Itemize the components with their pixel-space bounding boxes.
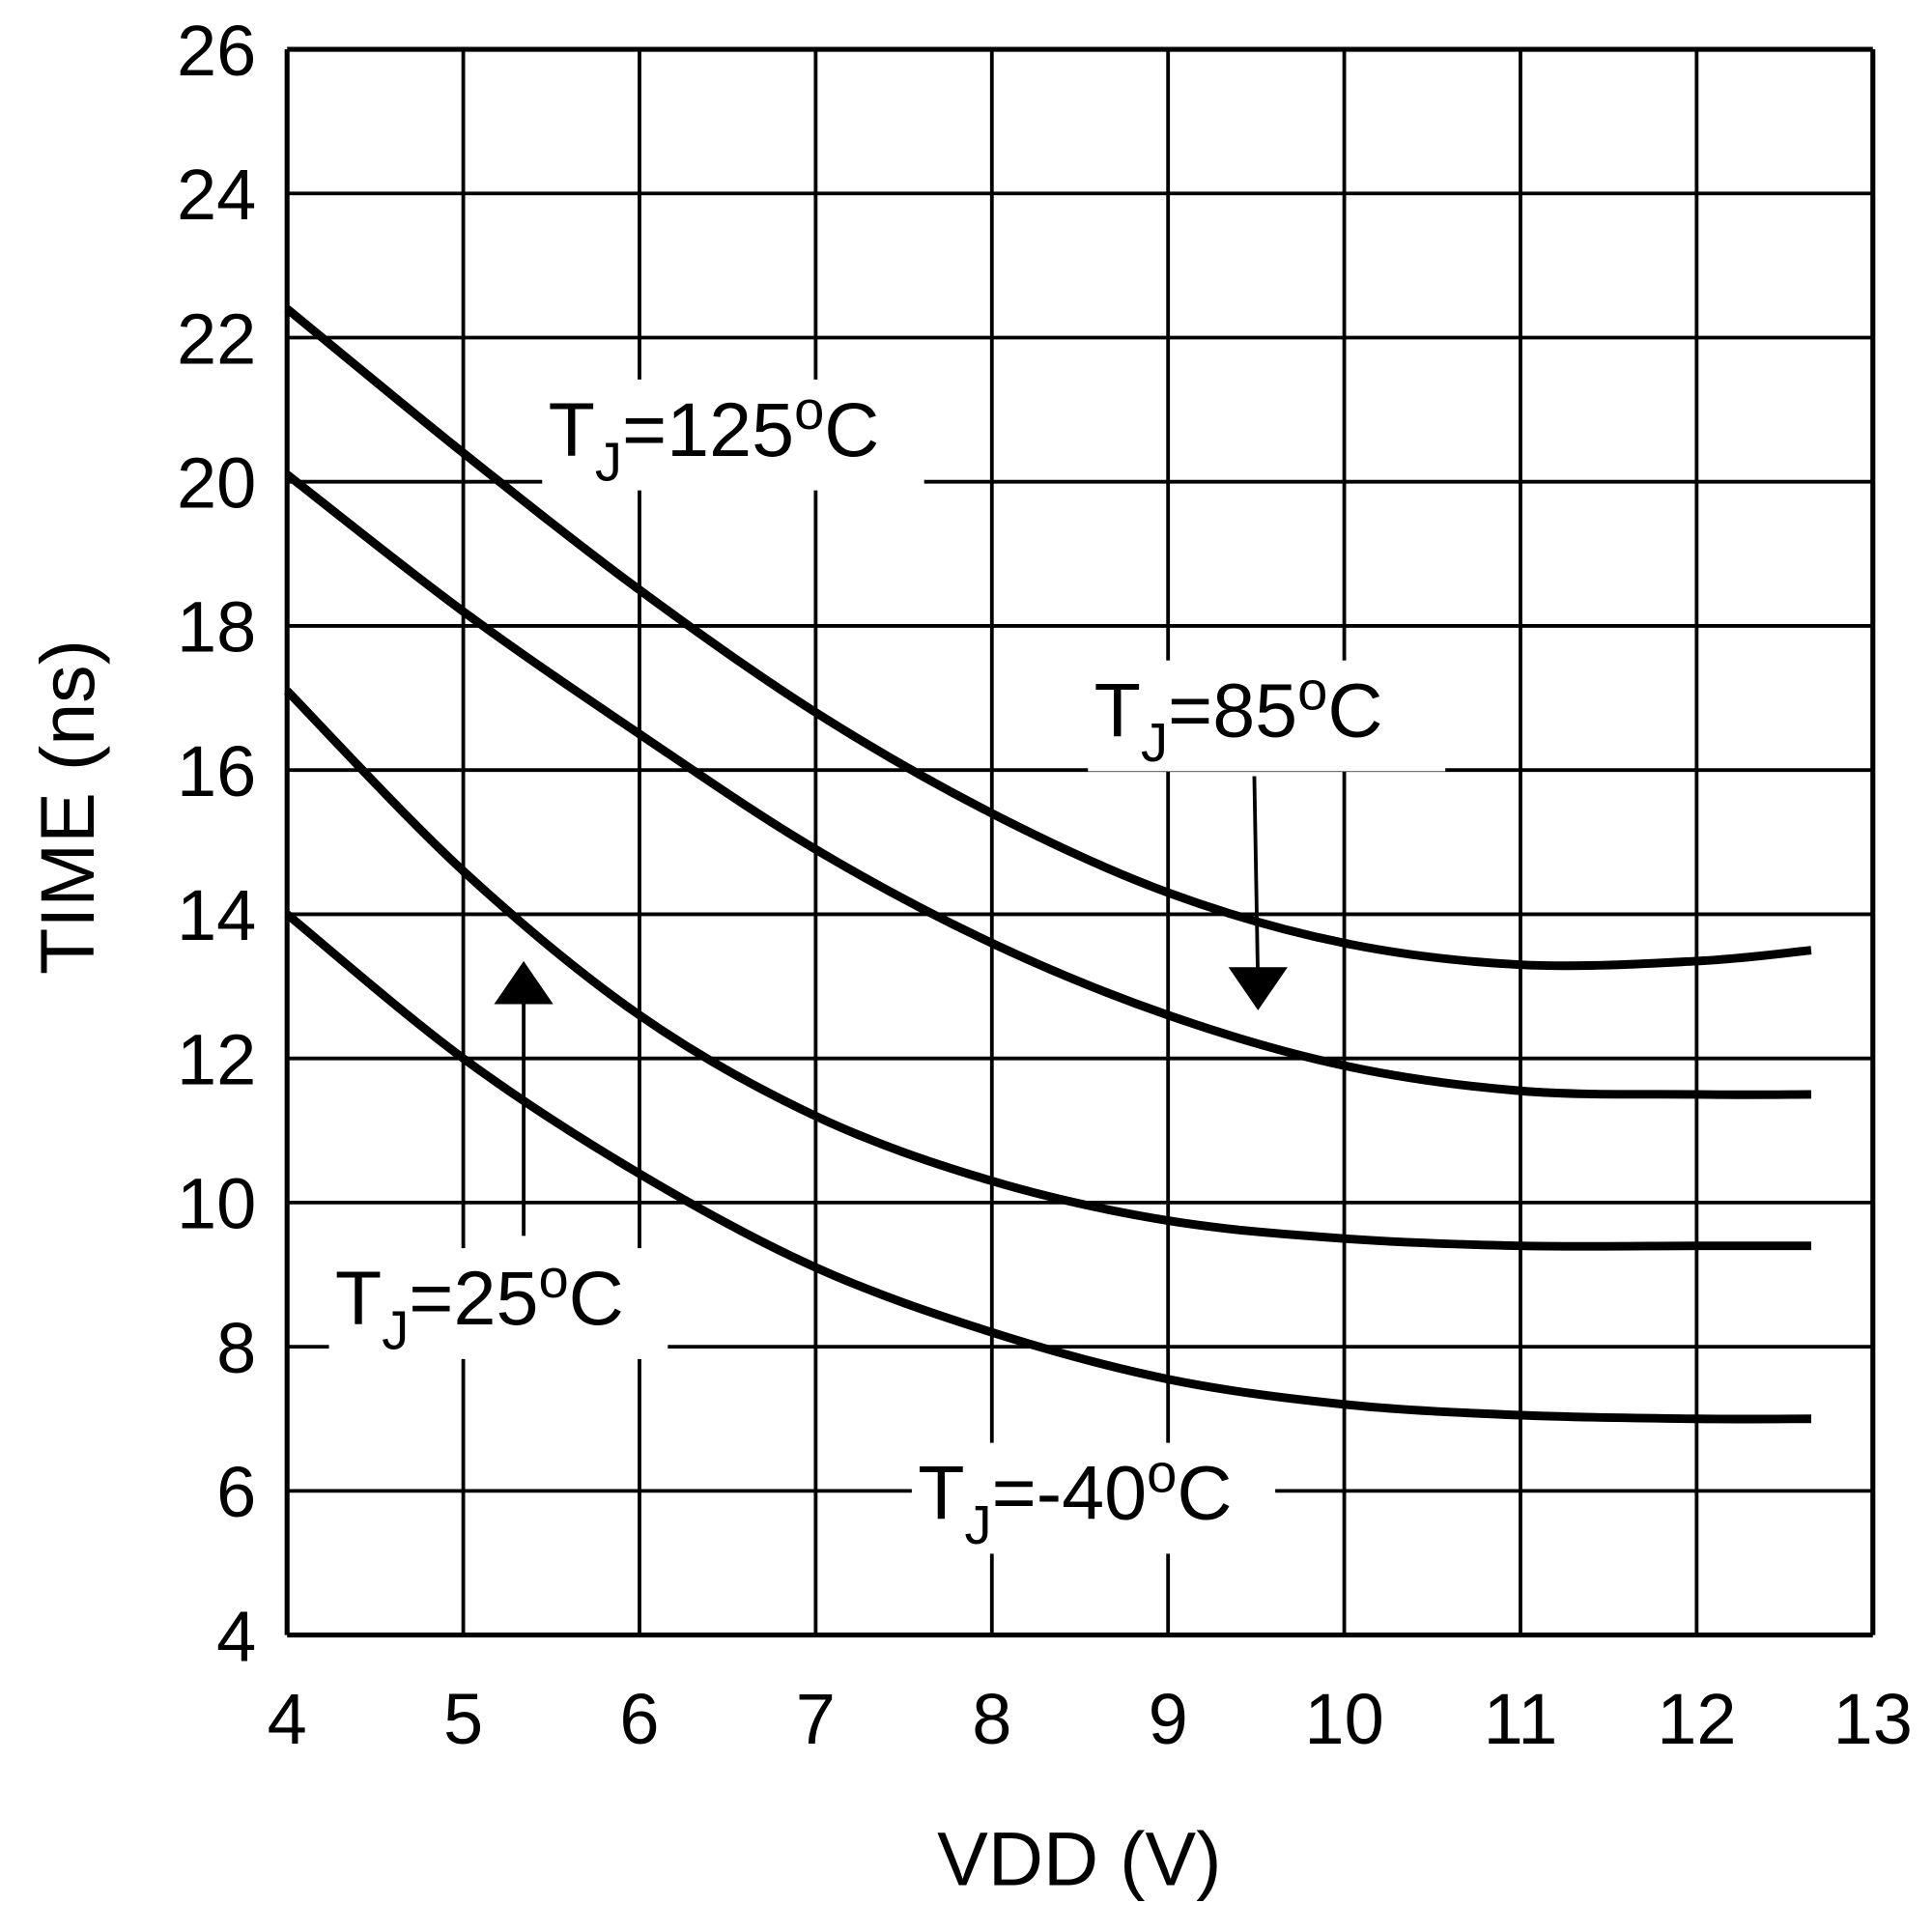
- grid: [284, 46, 1876, 1638]
- x-tick-label: 7: [796, 1679, 836, 1759]
- y-tick-label: 24: [177, 155, 256, 235]
- label-part: C: [1177, 1450, 1232, 1536]
- x-tick-label: 10: [1304, 1679, 1383, 1759]
- arrow-85c-head: [1228, 967, 1288, 1010]
- series-label-1: TJ=85oC: [1094, 661, 1383, 774]
- y-tick-label: 22: [177, 298, 256, 379]
- label-part: o: [1297, 661, 1327, 722]
- label-part: T: [918, 1450, 964, 1536]
- series-line-1: [284, 470, 1811, 1099]
- y-tick-label: 4: [216, 1596, 256, 1676]
- series-label-0: TJ=125oC: [549, 380, 880, 493]
- y-axis-label: TIME (ns): [24, 639, 110, 975]
- y-tick-label: 16: [177, 731, 256, 811]
- x-tick-label: 4: [268, 1679, 307, 1759]
- x-tick-label: 12: [1657, 1679, 1736, 1759]
- label-part: J: [1141, 712, 1168, 773]
- arrow-85c: [1252, 776, 1261, 986]
- y-tick-label: 6: [216, 1452, 256, 1532]
- arrow-25c-head: [494, 960, 554, 1005]
- label-background: [1088, 660, 1446, 772]
- y-tick-label: 26: [177, 11, 256, 91]
- x-axis-label: VDD (V): [937, 1816, 1221, 1902]
- label-part: =125: [622, 386, 794, 472]
- label-background: [328, 1248, 668, 1359]
- label-background: [911, 1442, 1276, 1554]
- y-tick-label: 8: [216, 1308, 256, 1388]
- y-tick-label: 14: [177, 875, 256, 955]
- label-part: o: [794, 380, 824, 440]
- label-part: C: [569, 1255, 624, 1341]
- label-part: T: [1094, 668, 1141, 753]
- label-part: J: [595, 431, 622, 492]
- y-tick-label: 20: [177, 443, 256, 524]
- x-tick-label: 13: [1833, 1679, 1913, 1759]
- label-part: T: [549, 386, 595, 472]
- x-tick-label: 8: [972, 1679, 1011, 1759]
- tick-labels: 4 5 6 7 8 9 10 11 12 13 4 6 8 10 12 14 16 18 20 22 24 26: [177, 11, 1913, 1759]
- x-tick-label: 5: [443, 1679, 483, 1759]
- label-part: C: [824, 386, 879, 472]
- label-background: [542, 379, 924, 491]
- x-tick-label: 9: [1149, 1679, 1188, 1759]
- y-tick-label: 10: [177, 1164, 256, 1244]
- y-tick-label: 12: [177, 1019, 256, 1099]
- label-part: =25: [409, 1255, 538, 1341]
- x-tick-label: 11: [1484, 1679, 1558, 1759]
- label-part: o: [1147, 1443, 1177, 1504]
- arrows: [494, 776, 1288, 1236]
- label-part: J: [965, 1494, 992, 1555]
- label-part: J: [382, 1300, 409, 1361]
- label-part: C: [1327, 668, 1382, 753]
- series-label-3: TJ=-40oC: [918, 1443, 1232, 1556]
- series-line-2: [284, 687, 1811, 1251]
- x-tick-label: 6: [619, 1679, 659, 1759]
- y-tick-label: 18: [177, 587, 256, 668]
- series-line-0: [284, 305, 1812, 971]
- label-part: =85: [1168, 668, 1297, 753]
- label-part: =-40: [992, 1450, 1147, 1536]
- label-part: o: [538, 1248, 568, 1309]
- series-label-2: TJ=25oC: [335, 1248, 624, 1361]
- label-part: T: [335, 1255, 382, 1341]
